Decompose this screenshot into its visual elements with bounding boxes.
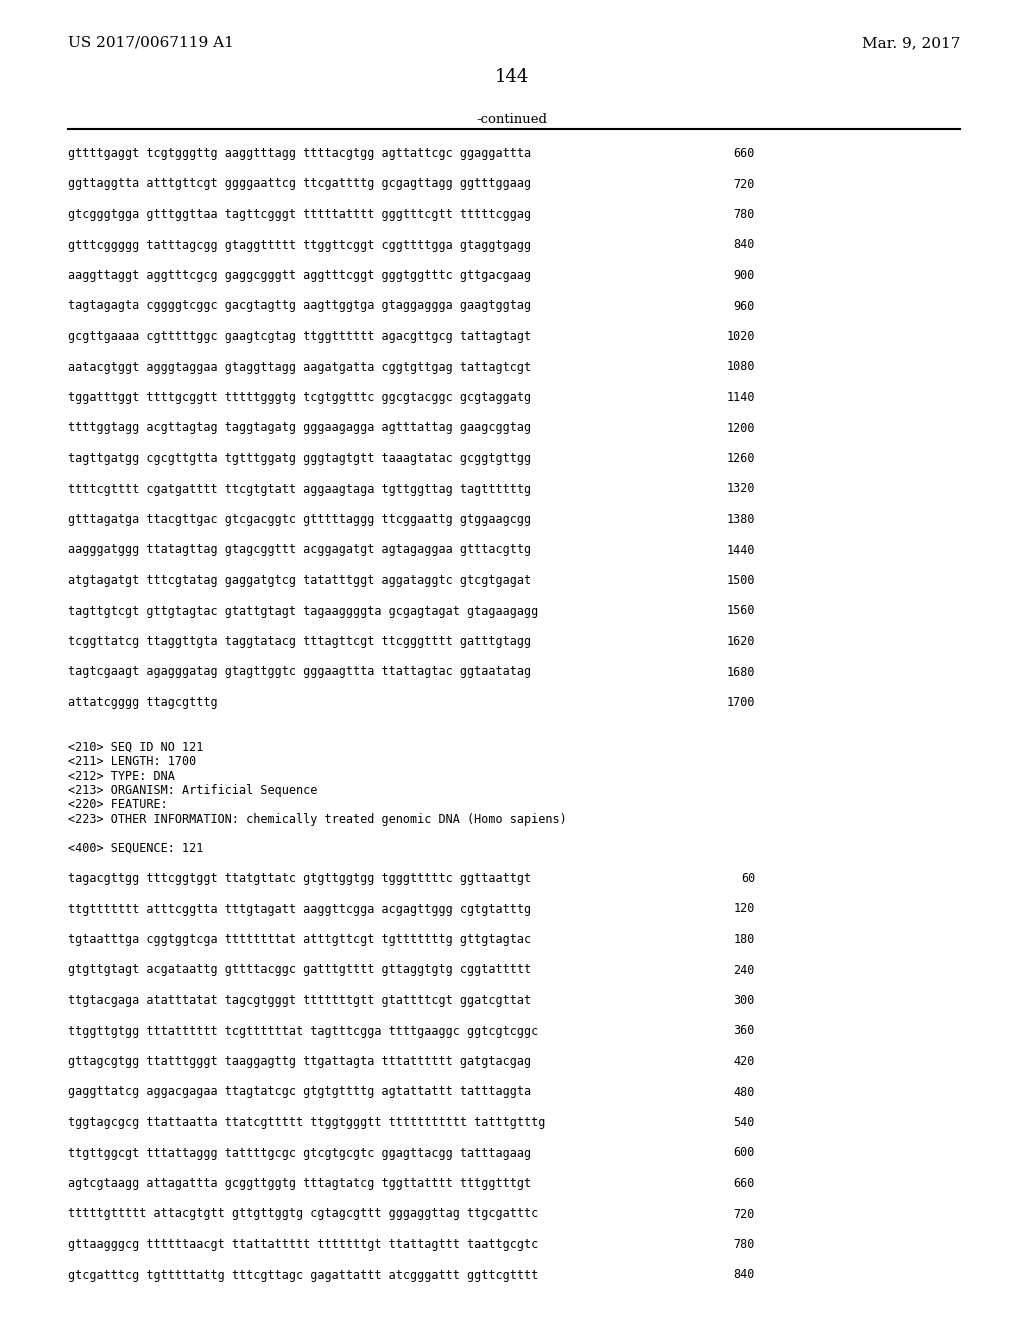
Text: gtcgggtgga gtttggttaa tagttcgggt tttttatttt gggtttcgtt tttttcggag: gtcgggtgga gtttggttaa tagttcgggt tttttat… — [68, 209, 531, 220]
Text: 240: 240 — [733, 964, 755, 977]
Text: <223> OTHER INFORMATION: chemically treated genomic DNA (Homo sapiens): <223> OTHER INFORMATION: chemically trea… — [68, 813, 566, 826]
Text: 1680: 1680 — [726, 665, 755, 678]
Text: 1140: 1140 — [726, 391, 755, 404]
Text: aagggatggg ttatagttag gtagcggttt acggagatgt agtagaggaa gtttacgttg: aagggatggg ttatagttag gtagcggttt acggaga… — [68, 544, 531, 557]
Text: atgtagatgt tttcgtatag gaggatgtcg tatatttggt aggataggtc gtcgtgagat: atgtagatgt tttcgtatag gaggatgtcg tatattt… — [68, 574, 531, 587]
Text: US 2017/0067119 A1: US 2017/0067119 A1 — [68, 36, 233, 50]
Text: gtttcggggg tatttagcgg gtaggttttt ttggttcggt cggttttgga gtaggtgagg: gtttcggggg tatttagcgg gtaggttttt ttggttc… — [68, 239, 531, 252]
Text: 840: 840 — [733, 1269, 755, 1282]
Text: Mar. 9, 2017: Mar. 9, 2017 — [861, 36, 961, 50]
Text: ttttcgtttt cgatgatttt ttcgtgtatt aggaagtaga tgttggttag tagttttttg: ttttcgtttt cgatgatttt ttcgtgtatt aggaagt… — [68, 483, 531, 495]
Text: tcggttatcg ttaggttgta taggtatacg tttagttcgt ttcgggtttt gatttgtagg: tcggttatcg ttaggttgta taggtatacg tttagtt… — [68, 635, 531, 648]
Text: aaggttaggt aggtttcgcg gaggcgggtt aggtttcggt gggtggtttc gttgacgaag: aaggttaggt aggtttcgcg gaggcgggtt aggtttc… — [68, 269, 531, 282]
Text: gttaagggcg ttttttaacgt ttattattttt tttttttgt ttattagttt taattgcgtc: gttaagggcg ttttttaacgt ttattattttt ttttt… — [68, 1238, 539, 1251]
Text: -continued: -continued — [476, 114, 548, 125]
Text: 1080: 1080 — [726, 360, 755, 374]
Text: <220> FEATURE:: <220> FEATURE: — [68, 799, 168, 812]
Text: ttttggtagg acgttagtag taggtagatg gggaagagga agtttattag gaagcggtag: ttttggtagg acgttagtag taggtagatg gggaaga… — [68, 421, 531, 434]
Text: gtttagatga ttacgttgac gtcgacggtc gtttttaggg ttcggaattg gtggaagcgg: gtttagatga ttacgttgac gtcgacggtc gttttta… — [68, 513, 531, 525]
Text: 1320: 1320 — [726, 483, 755, 495]
Text: tagttgtcgt gttgtagtac gtattgtagt tagaaggggta gcgagtagat gtagaagagg: tagttgtcgt gttgtagtac gtattgtagt tagaagg… — [68, 605, 539, 618]
Text: attatcgggg ttagcgtttg: attatcgggg ttagcgtttg — [68, 696, 218, 709]
Text: 300: 300 — [733, 994, 755, 1007]
Text: tgtaatttga cggtggtcga ttttttttat atttgttcgt tgtttttttg gttgtagtac: tgtaatttga cggtggtcga ttttttttat atttgtt… — [68, 933, 531, 946]
Text: gttttgaggt tcgtgggttg aaggtttagg ttttacgtgg agttattcgc ggaggattta: gttttgaggt tcgtgggttg aaggtttagg ttttacg… — [68, 147, 531, 160]
Text: 1620: 1620 — [726, 635, 755, 648]
Text: 1700: 1700 — [726, 696, 755, 709]
Text: ttgttttttt atttcggtta tttgtagatt aaggttcgga acgagttggg cgtgtatttg: ttgttttttt atttcggtta tttgtagatt aaggttc… — [68, 903, 531, 916]
Text: gaggttatcg aggacgagaa ttagtatcgc gtgtgttttg agtattattt tatttaggta: gaggttatcg aggacgagaa ttagtatcgc gtgtgtt… — [68, 1085, 531, 1098]
Text: aatacgtggt agggtaggaa gtaggttagg aagatgatta cggtgttgag tattagtcgt: aatacgtggt agggtaggaa gtaggttagg aagatga… — [68, 360, 531, 374]
Text: 180: 180 — [733, 933, 755, 946]
Text: gttagcgtgg ttatttgggt taaggagttg ttgattagta tttatttttt gatgtacgag: gttagcgtgg ttatttgggt taaggagttg ttgatta… — [68, 1055, 531, 1068]
Text: <213> ORGANISM: Artificial Sequence: <213> ORGANISM: Artificial Sequence — [68, 784, 317, 797]
Text: 1440: 1440 — [726, 544, 755, 557]
Text: 540: 540 — [733, 1115, 755, 1129]
Text: 720: 720 — [733, 1208, 755, 1221]
Text: 660: 660 — [733, 147, 755, 160]
Text: 144: 144 — [495, 69, 529, 86]
Text: <400> SEQUENCE: 121: <400> SEQUENCE: 121 — [68, 842, 204, 854]
Text: ttggttgtgg tttatttttt tcgttttttat tagtttcgga ttttgaaggc ggtcgtcggc: ttggttgtgg tttatttttt tcgttttttat tagttt… — [68, 1024, 539, 1038]
Text: ttgtacgaga atatttatat tagcgtgggt tttttttgtt gtattttcgt ggatcgttat: ttgtacgaga atatttatat tagcgtgggt ttttttt… — [68, 994, 531, 1007]
Text: 420: 420 — [733, 1055, 755, 1068]
Text: 840: 840 — [733, 239, 755, 252]
Text: ttgttggcgt tttattaggg tattttgcgc gtcgtgcgtc ggagttacgg tatttagaag: ttgttggcgt tttattaggg tattttgcgc gtcgtgc… — [68, 1147, 531, 1159]
Text: <212> TYPE: DNA: <212> TYPE: DNA — [68, 770, 175, 783]
Text: agtcgtaagg attagattta gcggttggtg tttagtatcg tggttatttt tttggtttgt: agtcgtaagg attagattta gcggttggtg tttagta… — [68, 1177, 531, 1191]
Text: tggtagcgcg ttattaatta ttatcgttttt ttggtgggtt ttttttttttt tatttgtttg: tggtagcgcg ttattaatta ttatcgttttt ttggtg… — [68, 1115, 546, 1129]
Text: gtcgatttcg tgtttttattg tttcgttagc gagattattt atcgggattt ggttcgtttt: gtcgatttcg tgtttttattg tttcgttagc gagatt… — [68, 1269, 539, 1282]
Text: tggatttggt ttttgcggtt tttttgggtg tcgtggtttc ggcgtacggc gcgtaggatg: tggatttggt ttttgcggtt tttttgggtg tcgtggt… — [68, 391, 531, 404]
Text: <211> LENGTH: 1700: <211> LENGTH: 1700 — [68, 755, 197, 768]
Text: 1200: 1200 — [726, 421, 755, 434]
Text: 960: 960 — [733, 300, 755, 313]
Text: tagtcgaagt agagggatag gtagttggtc gggaagttta ttattagtac ggtaatatag: tagtcgaagt agagggatag gtagttggtc gggaagt… — [68, 665, 531, 678]
Text: 660: 660 — [733, 1177, 755, 1191]
Text: gcgttgaaaa cgtttttggc gaagtcgtag ttggtttttt agacgttgcg tattagtagt: gcgttgaaaa cgtttttggc gaagtcgtag ttggttt… — [68, 330, 531, 343]
Text: 900: 900 — [733, 269, 755, 282]
Text: <210> SEQ ID NO 121: <210> SEQ ID NO 121 — [68, 741, 204, 754]
Text: 360: 360 — [733, 1024, 755, 1038]
Text: 480: 480 — [733, 1085, 755, 1098]
Text: 120: 120 — [733, 903, 755, 916]
Text: tagtagagta cggggtcggc gacgtagttg aagttggtga gtaggaggga gaagtggtag: tagtagagta cggggtcggc gacgtagttg aagttgg… — [68, 300, 531, 313]
Text: 1260: 1260 — [726, 451, 755, 465]
Text: gtgttgtagt acgataattg gttttacggc gatttgtttt gttaggtgtg cggtattttt: gtgttgtagt acgataattg gttttacggc gatttgt… — [68, 964, 531, 977]
Text: 1560: 1560 — [726, 605, 755, 618]
Text: 1020: 1020 — [726, 330, 755, 343]
Text: 60: 60 — [740, 873, 755, 884]
Text: tagacgttgg tttcggtggt ttatgttatc gtgttggtgg tgggtttttc ggttaattgt: tagacgttgg tttcggtggt ttatgttatc gtgttgg… — [68, 873, 531, 884]
Text: 600: 600 — [733, 1147, 755, 1159]
Text: ggttaggtta atttgttcgt ggggaattcg ttcgattttg gcgagttagg ggtttggaag: ggttaggtta atttgttcgt ggggaattcg ttcgatt… — [68, 177, 531, 190]
Text: 780: 780 — [733, 209, 755, 220]
Text: 1380: 1380 — [726, 513, 755, 525]
Text: 1500: 1500 — [726, 574, 755, 587]
Text: 720: 720 — [733, 177, 755, 190]
Text: 780: 780 — [733, 1238, 755, 1251]
Text: tagttgatgg cgcgttgtta tgtttggatg gggtagtgtt taaagtatac gcggtgttgg: tagttgatgg cgcgttgtta tgtttggatg gggtagt… — [68, 451, 531, 465]
Text: tttttgttttt attacgtgtt gttgttggtg cgtagcgttt gggaggttag ttgcgatttc: tttttgttttt attacgtgtt gttgttggtg cgtagc… — [68, 1208, 539, 1221]
